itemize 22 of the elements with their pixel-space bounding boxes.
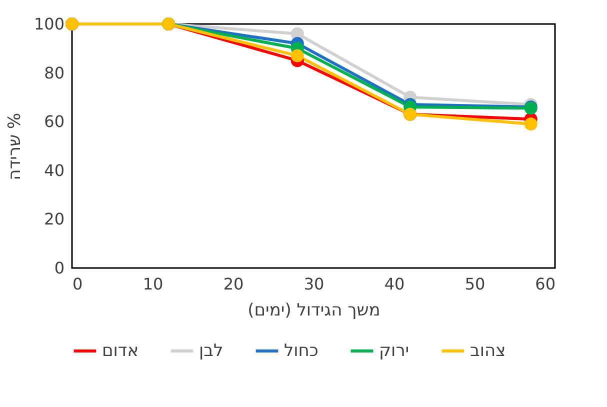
y-tick-label: 40 (44, 160, 64, 180)
x-tick-label: 40 (384, 274, 405, 294)
y-tick-label: 100 (34, 14, 64, 34)
point (290, 49, 304, 62)
point (524, 118, 538, 131)
x-tick-label: 50 (464, 274, 486, 294)
x-tick-label: 60 (535, 274, 556, 294)
y-tick-label: 60 (44, 112, 64, 132)
y-tick-label: 80 (44, 63, 64, 82)
x-tick-label: 0 (72, 274, 83, 294)
legend-label: ירוק (379, 341, 410, 361)
legend-label: כחול (284, 341, 318, 361)
legend-label: אדום (102, 341, 139, 361)
legend-label: לבן (199, 341, 224, 361)
y-axis-title: שרידה % (4, 112, 25, 180)
y-tick-label: 20 (44, 210, 64, 229)
y-tick-label: 0 (54, 258, 64, 278)
x-tick-label: 30 (304, 274, 324, 294)
x-tick-label: 10 (142, 274, 164, 294)
x-tick-label: 20 (223, 274, 244, 294)
legend-label: צהוב (470, 341, 506, 361)
x-axis-title: משך הגידול (ימים) (248, 300, 380, 320)
